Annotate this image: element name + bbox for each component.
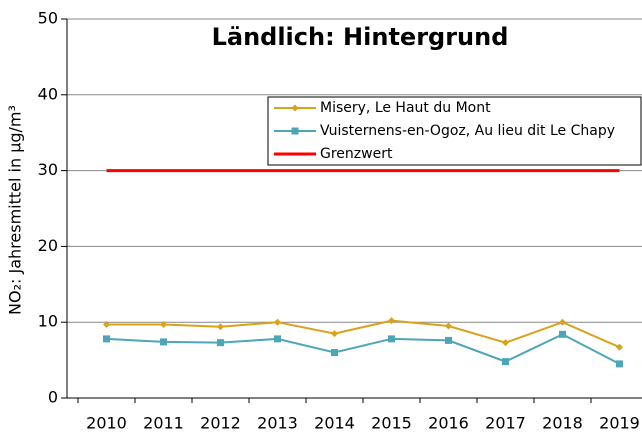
series-line — [106, 319, 620, 349]
y-tick-label: 40 — [38, 84, 58, 103]
legend-marker — [291, 127, 299, 135]
point — [217, 339, 224, 347]
legend-label: Vuisternens-en-Ogoz, Au lieu dit Le Chap… — [320, 123, 615, 139]
point — [559, 330, 566, 338]
x-tick-label: 2012 — [200, 414, 241, 433]
x-tick-label: 2018 — [542, 414, 583, 433]
point — [445, 322, 452, 330]
chart-title: Ländlich: Hintergrund — [212, 23, 509, 51]
x-tick-label: 2014 — [314, 414, 355, 433]
point — [274, 318, 281, 326]
point — [559, 318, 566, 326]
x-tick-label: 2017 — [485, 414, 526, 433]
point — [616, 343, 623, 351]
x-tick-label: 2011 — [143, 414, 184, 433]
point — [103, 320, 110, 328]
y-tick-label: 10 — [38, 312, 58, 331]
point — [160, 338, 167, 346]
legend-label: Misery, Le Haut du Mont — [320, 100, 491, 116]
title-background — [200, 20, 510, 56]
point — [217, 323, 224, 331]
point — [103, 335, 110, 343]
y-tick-label: 30 — [38, 160, 58, 179]
legend-box — [267, 96, 642, 166]
x-tick-label: 2016 — [428, 414, 469, 433]
legend-label: Grenzwert — [320, 146, 393, 162]
series-line — [106, 333, 620, 365]
y-tick-label: 20 — [38, 236, 58, 255]
x-tick-label: 2013 — [257, 414, 298, 433]
point — [616, 360, 623, 368]
point — [388, 317, 395, 325]
legend: Misery, Le Haut du Mont Vuisternens-en-Og… — [267, 96, 642, 166]
x-tick-label: 2010 — [86, 414, 127, 433]
y-axis-title: NO₂: Jahresmittel in µg/m³ — [6, 105, 25, 315]
x-tick-label: 2019 — [599, 414, 640, 433]
x-tick-label: 2015 — [371, 414, 412, 433]
point — [445, 336, 452, 344]
point — [502, 339, 509, 347]
y-tick-label: 0 — [48, 388, 58, 407]
legend-marker — [291, 104, 299, 112]
y-tick-label: 50 — [38, 9, 58, 28]
point — [160, 320, 167, 328]
point — [331, 330, 338, 338]
point — [274, 335, 281, 343]
point — [502, 358, 509, 366]
point — [331, 349, 338, 357]
point — [388, 335, 395, 343]
